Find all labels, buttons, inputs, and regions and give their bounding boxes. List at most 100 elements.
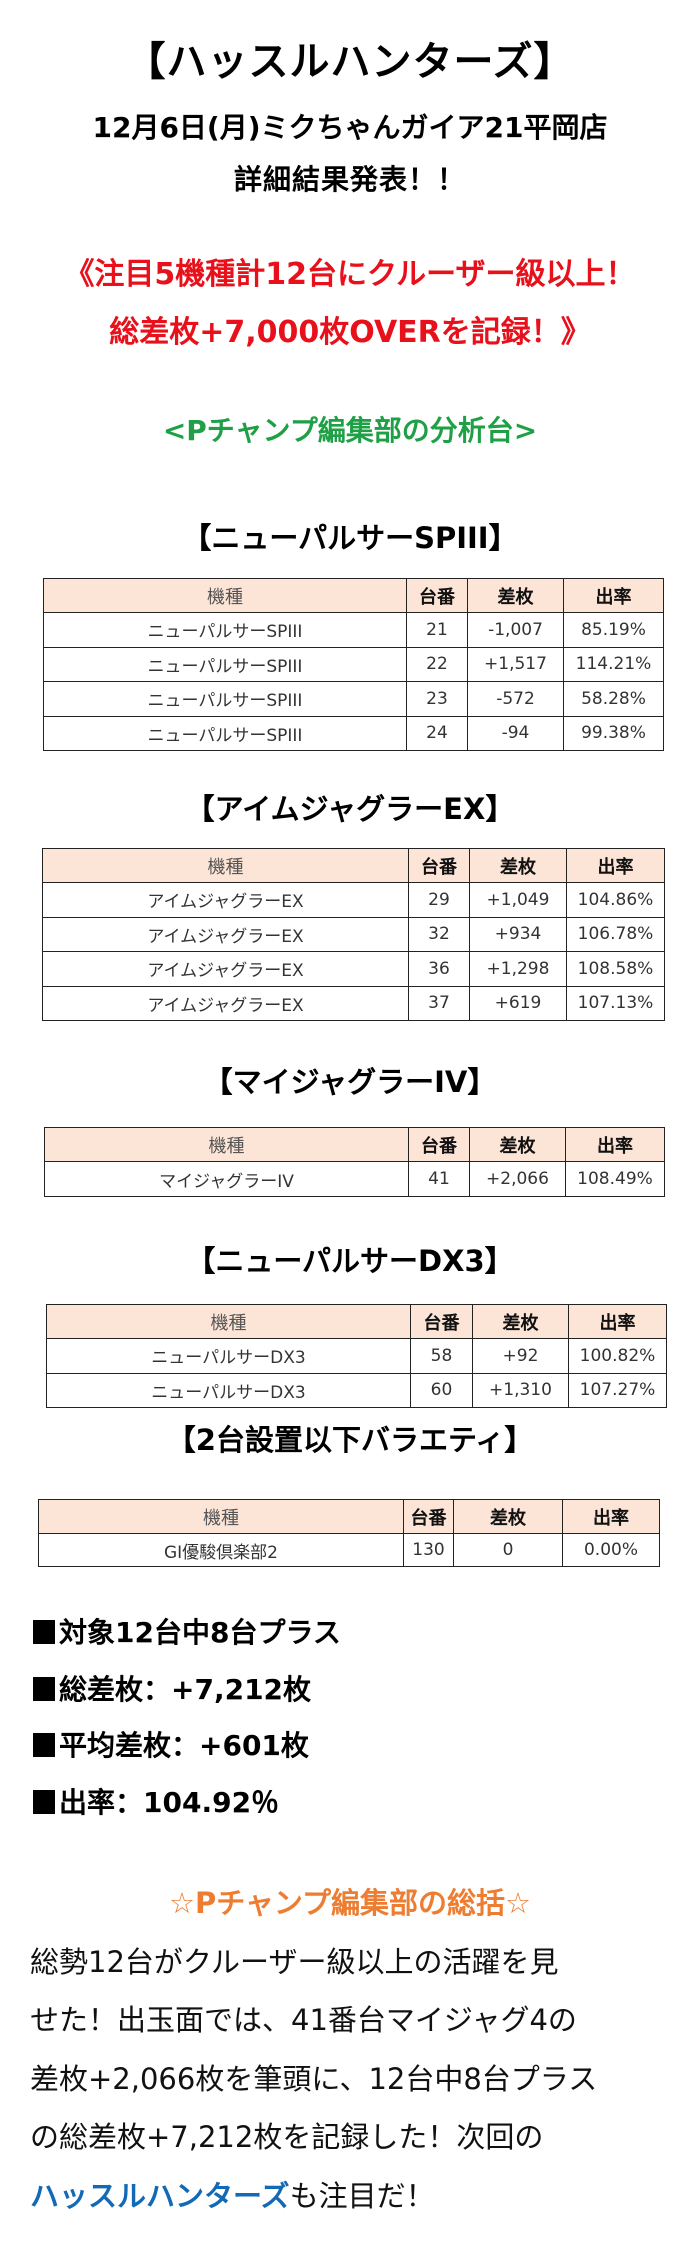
col-header-machine-no: 台番 — [403, 1499, 454, 1534]
table-row: マイジャグラーIV 41 +2,066 108.49% — [44, 1161, 665, 1197]
table-row: ニューパルサーDX3 58 +92 100.82% — [46, 1338, 667, 1374]
table-row: GI優駿倶楽部2 130 0 0.00% — [38, 1533, 660, 1567]
cell-rate: 106.78% — [566, 916, 665, 952]
cell-machine-no: 29 — [408, 882, 470, 918]
series-name-highlight: ハッスルハンターズ — [30, 2179, 290, 2213]
cell-model: アイムジャグラーEX — [42, 882, 409, 918]
table-row: ニューパルサーSPIII 22 +1,517 114.21% — [43, 646, 664, 682]
col-header-diff: 差枚 — [467, 578, 564, 613]
col-header-model: 機種 — [44, 1127, 409, 1162]
col-header-diff: 差枚 — [469, 848, 567, 883]
table-header-row: 機種 台番 差枚 出率 — [43, 578, 664, 613]
table-row: ニューパルサーSPIII 21 -1,007 85.19% — [43, 612, 664, 648]
col-header-machine-no: 台番 — [408, 848, 470, 883]
cell-model: ニューパルサーDX3 — [46, 1338, 411, 1374]
summary-average-diff: 平均差枚：+601枚 — [33, 1726, 309, 1766]
col-header-diff: 差枚 — [453, 1499, 563, 1534]
summary-plus-count: 対象12台中8台プラス — [33, 1613, 341, 1653]
review-line-4: の総差枚+7,212枚を記録した！次回の — [30, 2120, 544, 2154]
section-title-myjuggler-4: 【マイジャグラーIV】 — [203, 1065, 497, 1099]
col-header-rate: 出率 — [568, 1304, 667, 1339]
table-header-row: 機種 台番 差枚 出率 — [46, 1304, 667, 1339]
summary-total-diff: 総差枚：+7,212枚 — [33, 1670, 311, 1710]
cell-model: ニューパルサーSPIII — [43, 646, 407, 682]
section-title-variety: 【2台設置以下バラエティ】 — [166, 1423, 534, 1457]
cell-model: GI優駿倶楽部2 — [38, 1533, 404, 1567]
col-header-rate: 出率 — [563, 578, 664, 613]
table-row: アイムジャグラーEX 36 +1,298 108.58% — [42, 951, 665, 987]
cell-machine-no: 36 — [408, 951, 470, 987]
cell-machine-no: 60 — [410, 1372, 473, 1408]
col-header-rate: 出率 — [566, 848, 665, 883]
cell-model: ニューパルサーSPIII — [43, 612, 407, 648]
table-header-row: 機種 台番 差枚 出率 — [42, 848, 665, 883]
cell-diff: +1,298 — [469, 951, 567, 987]
col-header-machine-no: 台番 — [410, 1304, 473, 1339]
review-line-2: せた！出玉面では、41番台マイジャグ4の — [30, 2003, 577, 2037]
cell-diff: -1,007 — [467, 612, 564, 648]
cell-machine-no: 130 — [403, 1533, 454, 1567]
analysis-heading: <Pチャンプ編集部の分析台> — [162, 414, 538, 447]
square-bullet-icon — [33, 1733, 55, 1757]
cell-rate: 108.49% — [565, 1161, 665, 1197]
cell-diff: +1,310 — [472, 1372, 569, 1408]
summary-payout-rate: 出率：104.92％ — [33, 1783, 279, 1823]
section-title-newpulsar-dx3: 【ニューパルサーDX3】 — [186, 1244, 514, 1278]
cell-diff: +92 — [472, 1338, 569, 1374]
cell-machine-no: 41 — [408, 1161, 470, 1197]
section-title-newpulsar-sp3: 【ニューパルサーSPIII】 — [182, 521, 518, 555]
cell-rate: 100.82% — [568, 1338, 667, 1374]
cell-machine-no: 22 — [406, 646, 468, 682]
results-table-myjuggler-4: 機種 台番 差枚 出率 マイジャグラーIV 41 +2,066 108.49% — [44, 1127, 665, 1197]
results-table-newpulsar-sp3: 機種 台番 差枚 出率 ニューパルサーSPIII 21 -1,007 85.19… — [43, 578, 664, 751]
summary-payout-rate-text: 出率：104.92％ — [59, 1786, 280, 1819]
col-header-model: 機種 — [43, 578, 407, 613]
col-header-rate: 出率 — [565, 1127, 665, 1162]
col-header-model: 機種 — [38, 1499, 404, 1534]
cell-diff: +1,517 — [467, 646, 564, 682]
cell-rate: 0.00% — [562, 1533, 660, 1567]
cell-rate: 85.19% — [563, 612, 664, 648]
summary-total-diff-text: 総差枚：+7,212枚 — [59, 1673, 312, 1706]
review-heading: ☆Pチャンプ編集部の総括☆ — [168, 1886, 532, 1920]
cell-rate: 58.28% — [563, 681, 664, 717]
review-line-3: 差枚+2,066枚を筆頭に、12台中8台プラス — [30, 2062, 598, 2096]
col-header-model: 機種 — [46, 1304, 411, 1339]
section-title-imjuggler-ex: 【アイムジャグラーEX】 — [185, 792, 515, 826]
cell-model: ニューパルサーSPIII — [43, 681, 407, 717]
table-header-row: 機種 台番 差枚 出率 — [44, 1127, 665, 1162]
cell-machine-no: 32 — [408, 916, 470, 952]
cell-diff: +934 — [469, 916, 567, 952]
review-line-1: 総勢12台がクルーザー級以上の活躍を見 — [30, 1945, 559, 1979]
table-header-row: 機種 台番 差枚 出率 — [38, 1499, 660, 1534]
highlight-line-1: 《注目5機種計12台にクルーザー級以上！ — [64, 257, 636, 292]
summary-average-diff-text: 平均差枚：+601枚 — [59, 1729, 309, 1762]
results-table-variety: 機種 台番 差枚 出率 GI優駿倶楽部2 130 0 0.00% — [38, 1499, 660, 1567]
cell-diff: +2,066 — [469, 1161, 566, 1197]
col-header-diff: 差枚 — [472, 1304, 569, 1339]
col-header-model: 機種 — [42, 848, 409, 883]
table-row: アイムジャグラーEX 37 +619 107.13% — [42, 985, 665, 1021]
results-announcement: 詳細結果発表！！ — [233, 163, 466, 196]
event-date-store: 12月6日(月)ミクちゃんガイア21平岡店 — [92, 111, 608, 144]
page-title: 【ハッスルハンターズ】 — [125, 39, 575, 85]
col-header-machine-no: 台番 — [406, 578, 468, 613]
square-bullet-icon — [33, 1677, 55, 1701]
cell-diff: 0 — [453, 1533, 563, 1567]
cell-model: マイジャグラーIV — [44, 1161, 409, 1197]
cell-model: ニューパルサーDX3 — [46, 1372, 411, 1408]
highlight-line-2: 総差枚+7,000枚OVERを記録！》 — [109, 315, 591, 350]
square-bullet-icon — [33, 1620, 55, 1644]
summary-plus-count-text: 対象12台中8台プラス — [59, 1616, 341, 1649]
cell-model: ニューパルサーSPIII — [43, 715, 407, 751]
results-table-newpulsar-dx3: 機種 台番 差枚 出率 ニューパルサーDX3 58 +92 100.82% ニュ… — [46, 1304, 667, 1408]
cell-machine-no: 58 — [410, 1338, 473, 1374]
table-row: ニューパルサーDX3 60 +1,310 107.27% — [46, 1372, 667, 1408]
table-row: ニューパルサーSPIII 24 -94 99.38% — [43, 715, 664, 751]
cell-model: アイムジャグラーEX — [42, 951, 409, 987]
results-table-imjuggler-ex: 機種 台番 差枚 出率 アイムジャグラーEX 29 +1,049 104.86%… — [42, 848, 665, 1021]
cell-rate: 114.21% — [563, 646, 664, 682]
cell-model: アイムジャグラーEX — [42, 985, 409, 1021]
col-header-machine-no: 台番 — [408, 1127, 470, 1162]
cell-rate: 107.27% — [568, 1372, 667, 1408]
